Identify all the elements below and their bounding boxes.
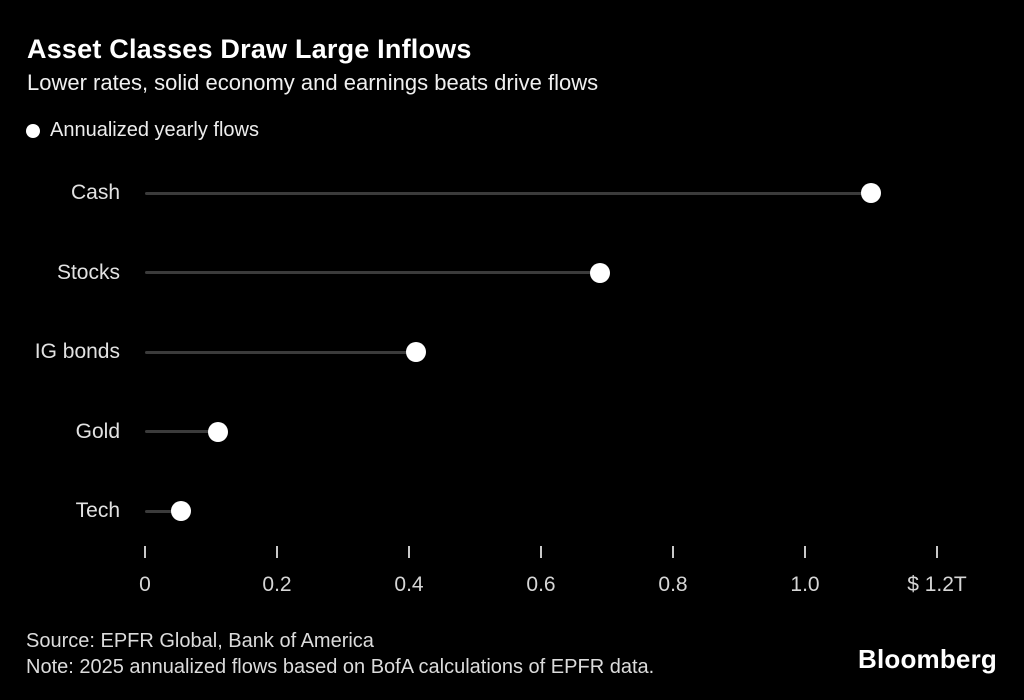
x-axis-tick-mark <box>804 546 806 558</box>
data-point-dot <box>861 183 881 203</box>
x-axis-tick-label: 1.0 <box>790 573 820 596</box>
category-label: Stocks <box>56 260 120 284</box>
x-axis-tick-label: 0 <box>139 573 151 596</box>
category-label: Gold <box>75 419 120 443</box>
x-axis-tick-label: 0.6 <box>526 573 556 596</box>
category-label: IG bonds <box>34 340 120 363</box>
x-axis-tick-mark <box>276 546 278 558</box>
x-axis-tick-mark <box>936 546 938 558</box>
x-axis-tick-mark <box>672 546 674 558</box>
chart-title: Asset Classes Draw Large Inflows <box>27 34 472 64</box>
category-label: Cash <box>70 181 120 204</box>
legend-label: Annualized yearly flows <box>50 119 259 141</box>
x-axis-tick-label: $ 1.2T <box>907 573 967 596</box>
stem-line <box>145 191 871 195</box>
chart-subtitle: Lower rates, solid economy and earnings … <box>27 70 599 95</box>
note-text: Note: 2025 annualized flows based on Bof… <box>26 656 655 678</box>
stem-line <box>145 350 416 354</box>
source-text: Source: EPFR Global, Bank of America <box>26 630 374 652</box>
legend: Annualized yearly flows <box>26 119 259 142</box>
x-axis-tick-label: 0.4 <box>394 573 424 596</box>
stem-line <box>145 271 601 274</box>
legend-dot-icon <box>26 123 40 138</box>
x-axis-tick-mark <box>408 546 410 558</box>
category-label: Tech <box>75 499 120 522</box>
stem-line <box>145 430 218 433</box>
x-axis-tick-mark <box>540 546 542 558</box>
stem-line <box>145 509 182 513</box>
data-point-dot <box>405 342 426 362</box>
x-axis-tick-label: 0.8 <box>658 573 688 596</box>
data-point-dot <box>590 262 611 283</box>
bloomberg-logo: Bloomberg <box>857 644 997 674</box>
x-axis-tick-mark <box>144 546 146 558</box>
data-point-dot <box>171 501 192 521</box>
x-axis-tick-label: 0.2 <box>262 573 292 596</box>
data-point-dot <box>207 421 228 442</box>
